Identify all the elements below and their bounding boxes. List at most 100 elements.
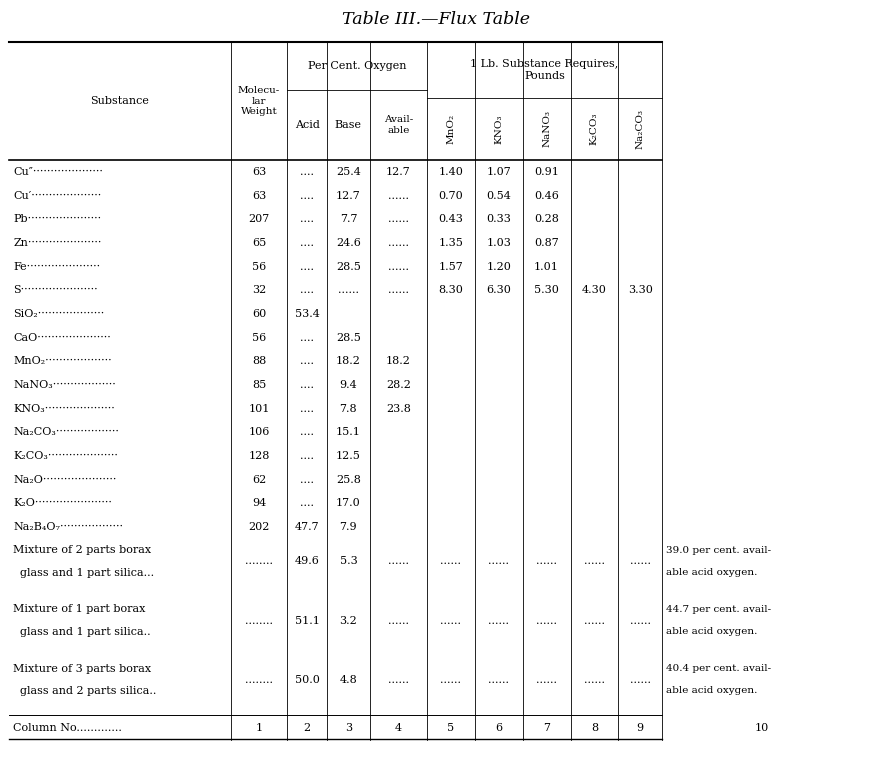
Text: ....: ....	[300, 191, 314, 201]
Text: Mixture of 2 parts borax: Mixture of 2 parts borax	[13, 546, 152, 555]
Text: 207: 207	[248, 214, 270, 224]
Text: 60: 60	[252, 309, 267, 319]
Text: 17.0: 17.0	[336, 498, 361, 508]
Text: ....: ....	[300, 262, 314, 272]
Text: 50.0: 50.0	[294, 674, 320, 684]
Text: Per Cent. Oxygen: Per Cent. Oxygen	[307, 61, 407, 71]
Text: 85: 85	[252, 380, 267, 390]
Text: Na₂CO₃··················: Na₂CO₃··················	[13, 427, 119, 437]
Text: K₂CO₃: K₂CO₃	[590, 113, 599, 145]
Text: Mixture of 3 parts borax: Mixture of 3 parts borax	[13, 664, 152, 674]
Text: 1.57: 1.57	[438, 262, 463, 272]
Text: 24.6: 24.6	[336, 238, 361, 248]
Text: 0.46: 0.46	[534, 191, 559, 201]
Text: 0.91: 0.91	[534, 167, 559, 177]
Text: Pb·····················: Pb·····················	[13, 214, 101, 224]
Text: 44.7 per cent. avail-: 44.7 per cent. avail-	[666, 605, 772, 614]
Text: Base: Base	[335, 120, 361, 130]
Text: MnO₂: MnO₂	[446, 114, 456, 144]
Text: ......: ......	[440, 674, 462, 684]
Text: Na₂CO₃: Na₂CO₃	[636, 109, 645, 149]
Text: ......: ......	[584, 616, 605, 626]
Text: ......: ......	[536, 556, 557, 566]
Text: ......: ......	[488, 616, 510, 626]
Text: 28.2: 28.2	[386, 380, 411, 390]
Text: 39.0 per cent. avail-: 39.0 per cent. avail-	[666, 546, 772, 555]
Text: 40.4 per cent. avail-: 40.4 per cent. avail-	[666, 664, 772, 673]
Text: 3: 3	[345, 723, 352, 733]
Text: ......: ......	[388, 556, 409, 566]
Text: 56: 56	[252, 262, 267, 272]
Text: Acid: Acid	[294, 120, 320, 130]
Text: ....: ....	[300, 214, 314, 224]
Text: Column No.............: Column No.............	[13, 723, 122, 733]
Text: ......: ......	[388, 674, 409, 684]
Text: 4.30: 4.30	[582, 285, 607, 295]
Text: 5.3: 5.3	[340, 556, 357, 566]
Text: 8: 8	[591, 723, 598, 733]
Text: Cu″····················: Cu″····················	[13, 167, 103, 177]
Text: 18.2: 18.2	[386, 356, 411, 366]
Text: 25.8: 25.8	[336, 475, 361, 485]
Text: KNO₃: KNO₃	[494, 114, 503, 143]
Text: Na₂B₄O₇··················: Na₂B₄O₇··················	[13, 522, 123, 532]
Text: K₂CO₃····················: K₂CO₃····················	[13, 451, 118, 461]
Text: ......: ......	[440, 556, 462, 566]
Text: ......: ......	[536, 616, 557, 626]
Text: 25.4: 25.4	[336, 167, 361, 177]
Text: 2: 2	[303, 723, 311, 733]
Text: 3.2: 3.2	[340, 616, 357, 626]
Text: 32: 32	[252, 285, 267, 295]
Text: ....: ....	[300, 285, 314, 295]
Text: 12.7: 12.7	[336, 191, 361, 201]
Text: Avail-
able: Avail- able	[384, 115, 413, 135]
Text: ....: ....	[300, 333, 314, 343]
Text: ........: ........	[245, 556, 273, 566]
Text: ......: ......	[338, 285, 359, 295]
Text: ....: ....	[300, 498, 314, 508]
Text: ......: ......	[584, 674, 605, 684]
Text: glass and 2 parts silica..: glass and 2 parts silica..	[13, 686, 157, 696]
Text: ....: ....	[300, 475, 314, 485]
Text: ....: ....	[300, 238, 314, 248]
Text: 10: 10	[755, 723, 769, 733]
Text: ......: ......	[584, 556, 605, 566]
Text: 7.9: 7.9	[340, 522, 357, 532]
Text: 23.8: 23.8	[386, 404, 411, 414]
Text: ......: ......	[388, 616, 409, 626]
Text: ......: ......	[440, 616, 462, 626]
Text: 56: 56	[252, 333, 267, 343]
Text: 1.01: 1.01	[534, 262, 559, 272]
Text: 1.03: 1.03	[486, 238, 511, 248]
Text: 8.30: 8.30	[438, 285, 463, 295]
Text: ....: ....	[300, 380, 314, 390]
Text: CaO·····················: CaO·····················	[13, 333, 111, 343]
Text: MnO₂···················: MnO₂···················	[13, 356, 111, 366]
Text: 63: 63	[252, 167, 267, 177]
Text: 106: 106	[248, 427, 270, 437]
Text: 49.6: 49.6	[294, 556, 320, 566]
Text: 15.1: 15.1	[336, 427, 361, 437]
Text: 4: 4	[395, 723, 402, 733]
Text: able acid oxygen.: able acid oxygen.	[666, 568, 758, 577]
Text: ......: ......	[630, 616, 651, 626]
Text: 51.1: 51.1	[294, 616, 320, 626]
Text: 0.33: 0.33	[486, 214, 511, 224]
Text: ....: ....	[300, 167, 314, 177]
Text: 88: 88	[252, 356, 267, 366]
Text: 0.87: 0.87	[534, 238, 559, 248]
Text: glass and 1 part silica...: glass and 1 part silica...	[13, 568, 154, 578]
Text: ........: ........	[245, 674, 273, 684]
Text: 5: 5	[447, 723, 455, 733]
Text: Cu′····················: Cu′····················	[13, 191, 101, 201]
Text: 7.8: 7.8	[340, 404, 357, 414]
Text: 28.5: 28.5	[336, 262, 361, 272]
Text: 101: 101	[248, 404, 270, 414]
Text: Molecu-
lar
Weight: Molecu- lar Weight	[238, 86, 280, 116]
Text: ......: ......	[536, 674, 557, 684]
Text: ....: ....	[300, 404, 314, 414]
Text: Zn·····················: Zn·····················	[13, 238, 101, 248]
Text: K₂O······················: K₂O······················	[13, 498, 112, 508]
Text: able acid oxygen.: able acid oxygen.	[666, 687, 758, 696]
Text: Na₂O·····················: Na₂O·····················	[13, 475, 117, 485]
